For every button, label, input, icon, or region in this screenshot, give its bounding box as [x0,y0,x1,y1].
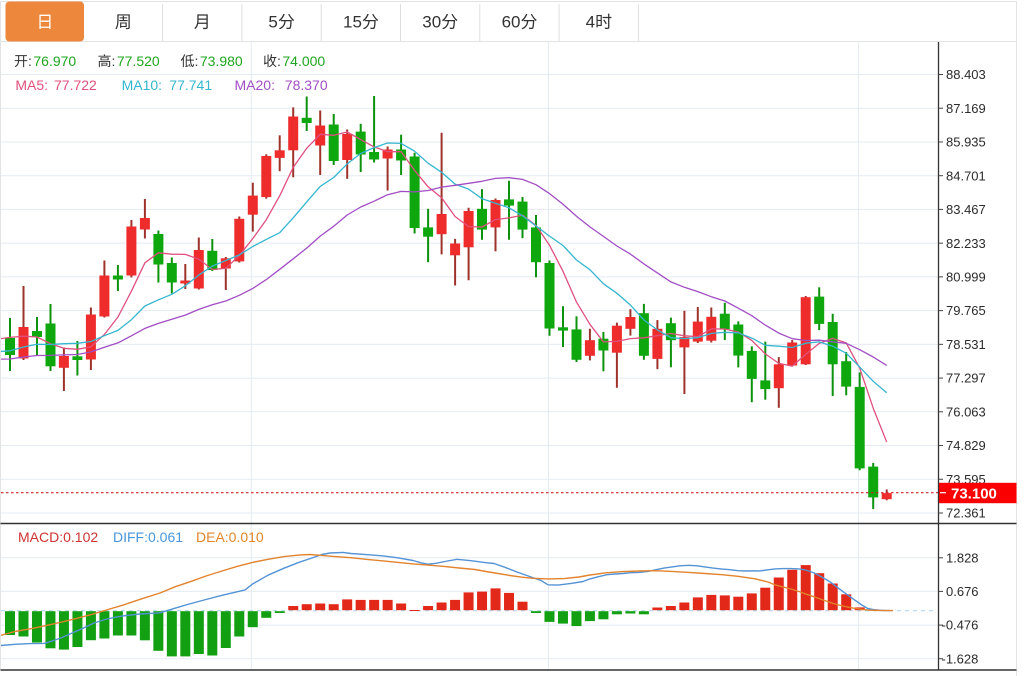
svg-text:DIFF:0.061: DIFF:0.061 [113,529,183,545]
svg-text::: : [112,53,116,69]
svg-text:84.701: 84.701 [946,168,986,183]
svg-text:88.403: 88.403 [946,67,986,82]
svg-text:76.970: 76.970 [33,53,76,69]
svg-text:4: 4 [586,12,595,31]
svg-text:83.467: 83.467 [946,202,986,217]
svg-text:77.722: 77.722 [54,77,97,93]
svg-text:-0.476: -0.476 [942,618,979,633]
svg-text:78.531: 78.531 [946,337,986,352]
svg-text:30: 30 [422,12,441,31]
svg-text:MA20:: MA20: [235,77,275,93]
svg-text:15: 15 [343,12,362,31]
svg-text:5: 5 [268,12,277,31]
svg-text:MA5:: MA5: [15,77,48,93]
svg-text:73.980: 73.980 [200,53,243,69]
svg-text:80.999: 80.999 [946,269,986,284]
svg-text:60: 60 [502,12,521,31]
svg-text:DEA:0.010: DEA:0.010 [196,529,264,545]
svg-text::: : [195,53,199,69]
svg-text:78.370: 78.370 [285,77,328,93]
svg-text:85.935: 85.935 [946,135,986,150]
svg-text::: : [28,53,32,69]
svg-text:74.829: 74.829 [946,438,986,453]
svg-text:77.520: 77.520 [117,53,160,69]
svg-text:76.063: 76.063 [946,404,986,419]
svg-text:79.765: 79.765 [946,303,986,318]
svg-text:-1.628: -1.628 [942,651,979,666]
svg-text:77.741: 77.741 [169,77,212,93]
svg-text:72.361: 72.361 [946,506,986,521]
svg-text:74.000: 74.000 [282,53,325,69]
svg-text:73.100: 73.100 [951,485,997,502]
svg-text:MA10:: MA10: [122,77,162,93]
svg-text:MACD:0.102: MACD:0.102 [18,529,98,545]
svg-text::: : [277,53,281,69]
svg-text:82.233: 82.233 [946,236,986,251]
svg-text:0.676: 0.676 [946,584,979,599]
svg-text:77.297: 77.297 [946,371,986,386]
svg-text:87.169: 87.169 [946,101,986,116]
svg-text:1.828: 1.828 [946,550,979,565]
